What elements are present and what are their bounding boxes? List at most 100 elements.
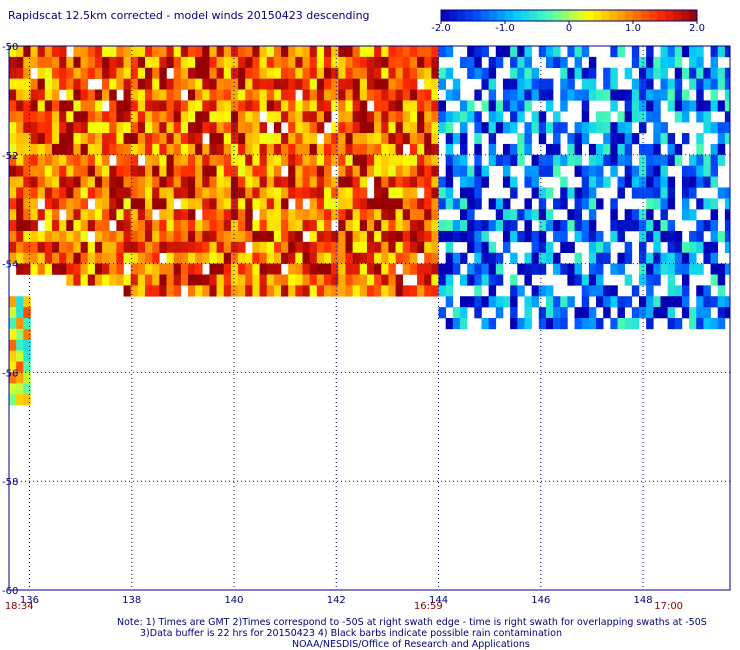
heatmap-cell xyxy=(567,296,575,308)
heatmap-cell xyxy=(717,78,726,90)
heatmap-cell xyxy=(281,209,289,221)
heatmap-cell xyxy=(180,176,189,188)
heatmap-cell xyxy=(295,46,303,58)
heatmap-cell xyxy=(51,111,60,123)
heatmap-cell xyxy=(624,133,633,145)
heatmap-cell xyxy=(638,307,647,319)
heatmap-cell xyxy=(87,165,96,177)
heatmap-cell xyxy=(252,100,260,112)
heatmap-cell xyxy=(424,263,432,275)
heatmap-cell xyxy=(180,78,189,90)
heatmap-cell xyxy=(302,274,310,286)
heatmap-cell xyxy=(238,100,246,112)
heatmap-cell xyxy=(166,274,174,286)
heatmap-cell xyxy=(438,263,446,275)
heatmap-cell xyxy=(381,187,389,199)
heatmap-cell xyxy=(653,89,661,101)
heatmap-cell xyxy=(116,230,124,243)
heatmap-cell xyxy=(216,252,225,264)
heatmap-cell xyxy=(316,285,325,297)
heatmap-cell xyxy=(202,252,210,264)
heatmap-cell xyxy=(624,252,633,264)
heatmap-cell xyxy=(352,46,361,58)
y-tick-label: -56 xyxy=(2,368,18,379)
heatmap-cell xyxy=(588,122,597,134)
heatmap-cell xyxy=(374,78,382,90)
heatmap-cell xyxy=(445,220,454,232)
heatmap-cell xyxy=(316,230,325,243)
heatmap-cell xyxy=(460,252,468,264)
heatmap-cell xyxy=(395,78,404,90)
heatmap-cell xyxy=(288,274,296,286)
heatmap-cell xyxy=(23,350,31,362)
heatmap-cell xyxy=(266,78,275,90)
heatmap-cell xyxy=(73,111,81,123)
heatmap-cell xyxy=(23,56,31,69)
heatmap-cell xyxy=(9,111,17,123)
heatmap-cell xyxy=(273,252,282,264)
heatmap-cell xyxy=(159,263,167,275)
heatmap-cell xyxy=(596,176,604,188)
heatmap-cell xyxy=(166,165,174,177)
heatmap-cell xyxy=(631,209,640,221)
heatmap-cell xyxy=(588,285,597,297)
heatmap-cell xyxy=(66,89,74,101)
heatmap-cell xyxy=(445,285,454,297)
heatmap-cell xyxy=(273,100,282,112)
heatmap-cell xyxy=(152,78,160,90)
heatmap-cell xyxy=(73,133,81,145)
heatmap-cell xyxy=(660,56,668,69)
heatmap-cell xyxy=(16,176,24,188)
heatmap-cell xyxy=(710,318,719,330)
heatmap-cell xyxy=(538,154,547,166)
heatmap-cell xyxy=(202,220,210,232)
heatmap-cell xyxy=(409,198,418,210)
heatmap-cell xyxy=(302,133,310,145)
heatmap-cell xyxy=(581,220,590,232)
heatmap-cell xyxy=(109,122,117,134)
heatmap-cell xyxy=(388,230,396,243)
heatmap-cell xyxy=(30,241,38,254)
heatmap-cell xyxy=(545,187,554,199)
heatmap-cell xyxy=(230,285,239,297)
heatmap-cell xyxy=(173,46,182,58)
heatmap-cell xyxy=(109,133,117,145)
heatmap-cell xyxy=(452,165,461,177)
heatmap-cell xyxy=(187,111,196,123)
heatmap-cell xyxy=(259,230,268,243)
heatmap-cell xyxy=(145,165,153,177)
x-tick-label: 136 xyxy=(20,595,39,606)
heatmap-cell xyxy=(603,78,611,90)
heatmap-cell xyxy=(574,252,583,264)
heatmap-cell xyxy=(187,252,196,264)
heatmap-cell xyxy=(588,176,597,188)
heatmap-cell xyxy=(44,56,53,69)
heatmap-cell xyxy=(424,89,432,101)
heatmap-cell xyxy=(366,220,375,232)
heatmap-cell xyxy=(467,274,475,286)
heatmap-cell xyxy=(481,46,489,58)
heatmap-cell xyxy=(323,165,332,177)
heatmap-cell xyxy=(309,122,318,134)
heatmap-cell xyxy=(80,198,89,210)
heatmap-cell xyxy=(159,56,167,69)
heatmap-cell xyxy=(288,230,296,243)
x-tick-label: 138 xyxy=(122,595,141,606)
heatmap-cell xyxy=(388,198,396,210)
heatmap-cell xyxy=(467,176,475,188)
heatmap-cell xyxy=(574,143,583,156)
heatmap-cell xyxy=(374,263,382,275)
heatmap-cell xyxy=(30,78,38,90)
heatmap-cell xyxy=(646,307,654,319)
heatmap-cell xyxy=(316,220,325,232)
heatmap-cell xyxy=(474,89,482,101)
heatmap-cell xyxy=(431,230,439,243)
heatmap-cell xyxy=(37,143,46,156)
heatmap-cell xyxy=(638,111,647,123)
heatmap-cell xyxy=(474,176,482,188)
heatmap-cell xyxy=(288,111,296,123)
heatmap-cell xyxy=(252,165,260,177)
heatmap-cell xyxy=(331,274,339,286)
heatmap-cell xyxy=(123,252,132,264)
heatmap-cell xyxy=(173,220,182,232)
